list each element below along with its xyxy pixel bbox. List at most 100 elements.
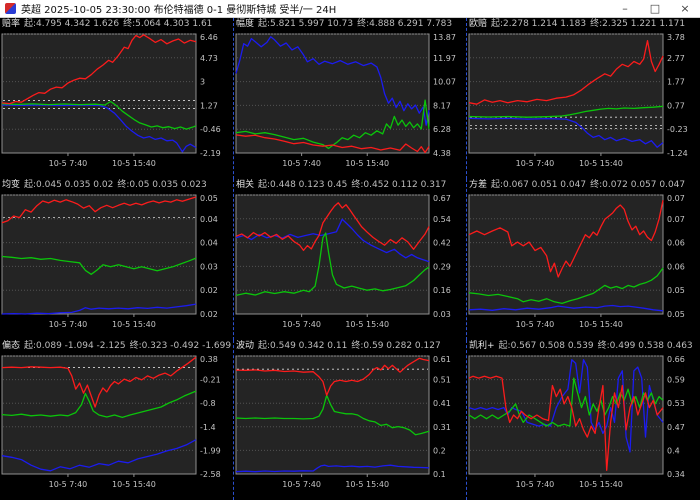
chart-amplitude: 13.87 11.97 10.07 8.17 6.28 4.38 10-5 7:40 10-5… [234,31,466,179]
chart-kelly: 0.66 0.59 0.53 0.47 0.4 0.34 10-5 7:40 10-5 15:… [467,353,700,500]
svg-text:0.54: 0.54 [433,215,451,224]
svg-text:2.77: 2.77 [667,54,685,63]
panel-odds: 赔率 起:4.795 4.342 1.626 终:5.064 4.303 1.61 … [0,18,233,179]
svg-text:10-5 7:40: 10-5 7:40 [516,320,555,329]
panel-title: 均变 [2,180,21,190]
svg-text:-0.21: -0.21 [200,376,221,385]
panel-header: 赔率 起:4.795 4.342 1.626 终:5.064 4.303 1.61 [0,18,233,31]
svg-text:0.06: 0.06 [667,262,685,271]
svg-text:10-5 7:40: 10-5 7:40 [282,320,321,329]
svg-text:10-5 15:40: 10-5 15:40 [345,320,389,329]
panel-end-values: 终:5.064 4.303 1.61 [123,19,213,29]
minimize-button[interactable]: – [622,1,628,15]
svg-text:0.67: 0.67 [433,194,451,203]
chart-variance: 0.07 0.07 0.06 0.06 0.05 0.05 10-5 7:40 10-5 15… [467,192,700,340]
svg-text:0.2: 0.2 [433,446,446,455]
panel-title: 波动 [236,341,255,351]
svg-text:0.61: 0.61 [433,355,451,364]
svg-text:0.16: 0.16 [433,286,451,295]
svg-text:10-5 7:40: 10-5 7:40 [282,480,321,489]
panel-kelly: 凯利+ 起:0.567 0.508 0.539 终:0.499 0.538 0.46… [466,340,700,500]
panel-end-values: 终:0.59 0.282 0.127 [351,341,441,351]
svg-text:11.97: 11.97 [433,54,456,63]
svg-text:10-5 15:40: 10-5 15:40 [345,159,389,168]
svg-text:0.53: 0.53 [667,399,685,408]
svg-text:13.87: 13.87 [433,33,456,42]
svg-text:6.28: 6.28 [433,125,451,134]
chart-skewness: 0.38 -0.21 -0.8 -1.4 -1.99 -2.58 10-5 7:40 10-5… [0,353,233,500]
svg-text:-1.4: -1.4 [200,423,216,432]
svg-text:4.38: 4.38 [433,149,451,158]
panel-title: 赔率 [2,19,21,29]
svg-text:1.77: 1.77 [667,78,685,87]
svg-text:0.05: 0.05 [667,286,685,295]
chart-correlation: 0.67 0.54 0.42 0.29 0.16 0.03 10-5 7:40 10-5 15… [234,192,466,340]
panel-start-values: 起:4.795 4.342 1.626 [24,19,120,29]
maximize-button[interactable]: □ [649,1,661,15]
panel-start-values: 起:5.821 5.997 10.73 [258,19,354,29]
svg-text:10-5 15:40: 10-5 15:40 [112,320,156,329]
svg-text:0.34: 0.34 [667,470,685,479]
svg-text:-2.58: -2.58 [200,470,221,479]
svg-text:0.41: 0.41 [433,399,451,408]
panel-end-values: 终:4.888 6.291 7.783 [357,19,453,29]
panel-title: 相关 [236,180,255,190]
svg-text:0.04: 0.04 [200,239,218,248]
panel-header: 欧赔 起:2.278 1.214 1.183 终:2.325 1.221 1.171 [467,18,700,31]
chart-mean-change: 0.05 0.04 0.04 0.03 0.02 0.02 10-5 7:40 10-5 15… [0,192,233,340]
panel-end-values: 终:0.499 0.538 0.463 [597,341,693,351]
svg-text:0.04: 0.04 [200,215,218,224]
svg-text:10-5 7:40: 10-5 7:40 [49,320,88,329]
svg-text:-1.24: -1.24 [667,149,688,158]
panel-title: 凯利+ [469,341,495,351]
panel-header: 均变 起:0.045 0.035 0.02 终:0.05 0.035 0.023 [0,179,233,192]
panel-end-values: 终:0.452 0.112 0.317 [351,180,447,190]
svg-text:0.31: 0.31 [433,423,451,432]
svg-text:10-5 7:40: 10-5 7:40 [49,159,88,168]
svg-text:10-5 15:40: 10-5 15:40 [579,320,623,329]
panel-variance: 方差 起:0.067 0.051 0.047 终:0.072 0.057 0.047… [466,179,700,340]
panel-euro-odds: 欧赔 起:2.278 1.214 1.183 终:2.325 1.221 1.171… [466,18,700,179]
svg-text:0.38: 0.38 [200,355,218,364]
svg-text:0.1: 0.1 [433,470,446,479]
panel-title: 偏态 [2,341,21,351]
svg-text:0.03: 0.03 [433,310,451,319]
chart-volatility: 0.61 0.51 0.41 0.31 0.2 0.1 10-5 7:40 10-5 15:4… [234,353,466,500]
svg-text:0.03: 0.03 [200,262,218,271]
svg-text:0.05: 0.05 [667,310,685,319]
close-button[interactable]: × [680,1,690,15]
svg-text:10-5 7:40: 10-5 7:40 [49,480,88,489]
svg-text:0.59: 0.59 [667,376,685,385]
svg-text:-0.46: -0.46 [200,125,221,134]
panel-header: 偏态 起:0.089 -1.094 -2.125 终:0.323 -0.492 -1… [0,340,233,353]
window-title: 英超 2025-10-05 23:30:00 布伦特福德 0-1 曼彻斯特城 受… [21,5,337,16]
svg-text:0.02: 0.02 [200,310,218,319]
panel-correlation: 相关 起:0.448 0.123 0.45 终:0.452 0.112 0.317 … [233,179,466,340]
panel-start-values: 起:0.448 0.123 0.45 [258,180,348,190]
svg-text:10-5 15:40: 10-5 15:40 [112,480,156,489]
svg-text:4.73: 4.73 [200,54,218,63]
panel-title: 幅度 [236,19,255,29]
svg-text:10-5 7:40: 10-5 7:40 [516,159,555,168]
panel-title: 方差 [469,180,488,190]
panel-volatility: 波动 起:0.549 0.342 0.11 终:0.59 0.282 0.127 0… [233,340,466,500]
svg-text:10-5 15:40: 10-5 15:40 [579,480,623,489]
svg-text:0.05: 0.05 [200,194,218,203]
svg-text:0.47: 0.47 [667,423,685,432]
panel-header: 相关 起:0.448 0.123 0.45 终:0.452 0.112 0.317 [234,179,466,192]
panel-header: 幅度 起:5.821 5.997 10.73 终:4.888 6.291 7.783 [234,18,466,31]
chart-grid: 赔率 起:4.795 4.342 1.626 终:5.064 4.303 1.61 … [0,18,700,500]
panel-start-values: 起:0.067 0.051 0.047 [491,180,587,190]
svg-text:0.02: 0.02 [200,286,218,295]
window-controls: – □ × [610,0,700,18]
panel-mean-change: 均变 起:0.045 0.035 0.02 终:0.05 0.035 0.023 0… [0,179,233,340]
panel-start-values: 起:0.567 0.508 0.539 [498,341,594,351]
svg-text:0.07: 0.07 [667,215,685,224]
svg-text:8.17: 8.17 [433,101,451,110]
svg-text:0.77: 0.77 [667,101,685,110]
panel-start-values: 起:2.278 1.214 1.183 [491,19,587,29]
panel-start-values: 起:0.089 -1.094 -2.125 [24,341,126,351]
svg-text:0.66: 0.66 [667,355,685,364]
svg-text:-2.19: -2.19 [200,149,221,158]
panel-header: 波动 起:0.549 0.342 0.11 终:0.59 0.282 0.127 [234,340,466,353]
